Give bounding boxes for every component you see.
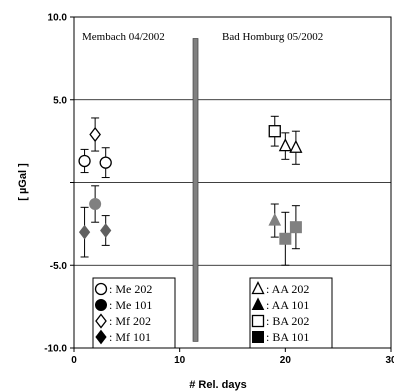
x-tick-label: 30 (385, 355, 394, 366)
legend-item-mf-101: : Mf 101 (109, 330, 151, 344)
legend-left: : Me 202 : Me 101 : Mf 202 : Mf 101 (92, 277, 176, 349)
point-me-202 (78, 154, 91, 168)
x-axis-label: # Rel. days (189, 379, 246, 391)
point-mf-101 (100, 223, 112, 238)
y-tick-label: 10.0 (48, 13, 68, 24)
legend-right: : AA 202 : AA 101 : BA 202 : BA 101 (249, 277, 333, 349)
point-ba-101 (289, 221, 302, 234)
legend-marker-aa-202 (251, 281, 265, 295)
point-ba-202 (268, 125, 281, 138)
series-ba-101 (279, 205, 302, 266)
x-tick-label: 20 (280, 355, 292, 366)
legend-marker-ba-202 (251, 314, 265, 328)
legend-item-aa-101: : AA 101 (266, 298, 309, 312)
gridlines (74, 99, 391, 266)
legend-marker-me-101 (95, 299, 107, 311)
point-aa-101 (268, 212, 282, 226)
point-aa-202 (278, 138, 292, 152)
series-mf-101 (78, 206, 112, 258)
point-mf-101 (78, 224, 91, 240)
point-me-101 (89, 198, 102, 211)
legend-item-me-202: : Me 202 (109, 282, 152, 296)
data-marks (78, 115, 303, 266)
y-tick-label: 5.0 (53, 95, 67, 106)
legend-item-aa-202: : AA 202 (266, 282, 309, 296)
divider-bar (192, 38, 199, 342)
series-me-202 (78, 147, 112, 179)
point-aa-202 (289, 139, 303, 153)
legend-marker-me-202 (94, 282, 108, 296)
legend-item-mf-202: : Mf 202 (109, 314, 151, 328)
x-tick-label: 0 (71, 355, 77, 366)
series-ba-202 (268, 115, 281, 147)
y-tick-label: -10.0 (44, 344, 67, 355)
legend-item-ba-101: : BA 101 (266, 330, 309, 344)
series-aa-202 (278, 130, 303, 165)
point-ba-101 (279, 232, 292, 245)
x-tick-label: 10 (174, 355, 186, 366)
series-aa-101 (268, 203, 282, 238)
legend-item-ba-202: : BA 202 (266, 314, 309, 328)
legend-marker-aa-101 (251, 297, 265, 310)
annotation-membach: Membach 04/2002 (82, 31, 165, 43)
annotation-bad-homburg: Bad Homburg 05/2002 (222, 31, 323, 43)
point-me-202 (99, 156, 112, 169)
axes: -10.0 -5.0 5.0 10.0 0 10 20 30 (44, 13, 394, 367)
legend-item-me-101: : Me 101 (109, 298, 152, 312)
legend-marker-mf-101 (95, 329, 107, 345)
y-axis-label: [ µGal ] (17, 163, 29, 201)
point-mf-202 (89, 126, 101, 143)
series-mf-202 (89, 117, 101, 152)
legend-marker-ba-101 (252, 331, 264, 343)
series-me-101 (89, 185, 102, 223)
legend-marker-mf-202 (95, 313, 107, 329)
divider-bar-rect (192, 38, 199, 342)
y-tick-label: -5.0 (50, 261, 68, 272)
